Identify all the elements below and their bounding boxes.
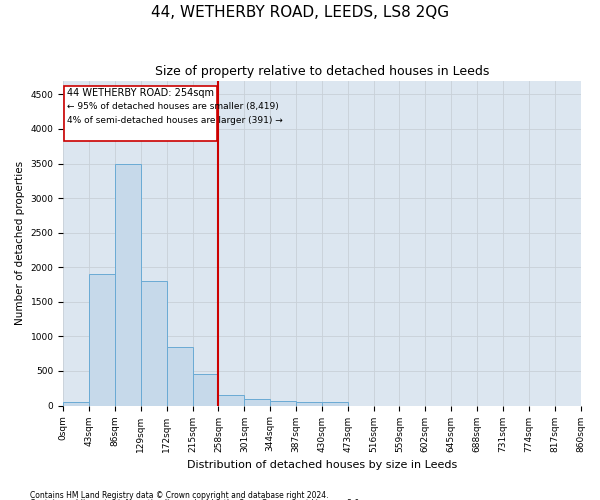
Title: Size of property relative to detached houses in Leeds: Size of property relative to detached ho… bbox=[155, 65, 489, 78]
Bar bbox=[89, 274, 115, 406]
Bar bbox=[218, 394, 244, 406]
Bar bbox=[193, 374, 218, 406]
Text: 44 WETHERBY ROAD: 254sqm: 44 WETHERBY ROAD: 254sqm bbox=[67, 88, 214, 98]
Bar bbox=[244, 398, 270, 406]
Bar bbox=[141, 281, 167, 406]
Bar bbox=[296, 402, 322, 406]
Bar bbox=[115, 164, 141, 406]
X-axis label: Distribution of detached houses by size in Leeds: Distribution of detached houses by size … bbox=[187, 460, 457, 470]
Bar bbox=[322, 402, 348, 406]
Text: 44, WETHERBY ROAD, LEEDS, LS8 2QG: 44, WETHERBY ROAD, LEEDS, LS8 2QG bbox=[151, 5, 449, 20]
Y-axis label: Number of detached properties: Number of detached properties bbox=[15, 161, 25, 325]
Bar bbox=[270, 400, 296, 406]
FancyBboxPatch shape bbox=[64, 86, 217, 142]
Text: 4% of semi-detached houses are larger (391) →: 4% of semi-detached houses are larger (3… bbox=[67, 116, 283, 125]
Text: Contains HM Land Registry data © Crown copyright and database right 2024.: Contains HM Land Registry data © Crown c… bbox=[30, 490, 329, 500]
Bar bbox=[63, 402, 89, 406]
Bar bbox=[167, 347, 193, 406]
Text: ← 95% of detached houses are smaller (8,419): ← 95% of detached houses are smaller (8,… bbox=[67, 102, 278, 110]
